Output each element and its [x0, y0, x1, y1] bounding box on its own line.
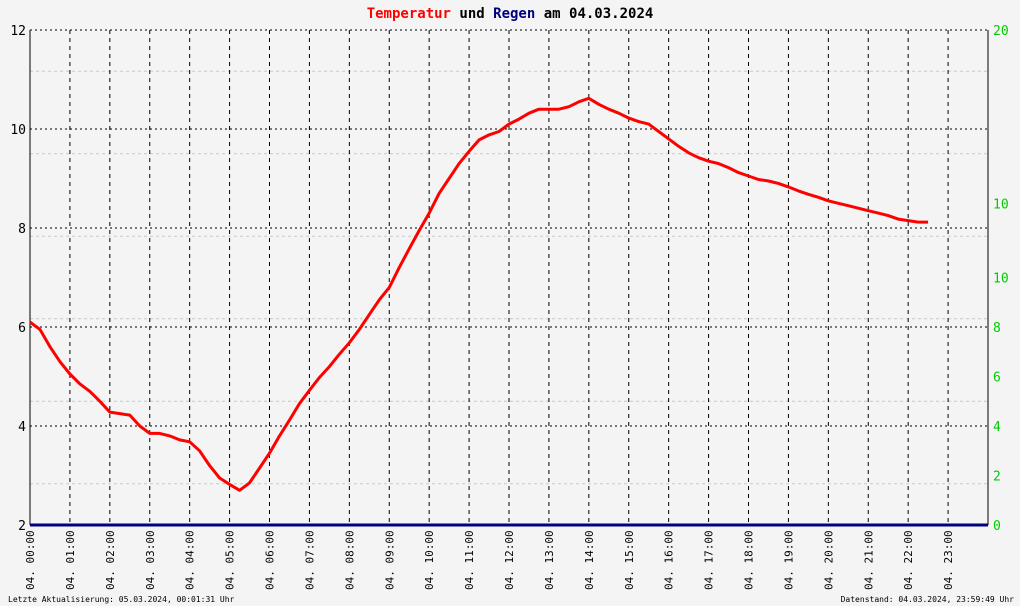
right-tick-label: 2: [993, 470, 1001, 485]
x-tick-label: 04. 03:00: [144, 530, 157, 590]
right-tick-label: 0: [993, 519, 1001, 534]
left-tick-label: 6: [18, 321, 26, 336]
right-tick-label: 4: [993, 420, 1001, 435]
x-tick-label: 04. 12:00: [503, 530, 516, 590]
right-tick-label: 10: [993, 272, 1009, 287]
x-tick-label: 04. 18:00: [743, 530, 756, 590]
x-tick-label: 04. 20:00: [822, 530, 835, 590]
x-tick-label: 04. 08:00: [343, 530, 356, 590]
x-tick-label: 04. 09:00: [383, 530, 396, 590]
right-tick-label: 8: [993, 321, 1001, 336]
right-tick-label: 20: [993, 24, 1009, 39]
right-tick-label: 6: [993, 371, 1001, 386]
title-temperature: Temperatur: [367, 6, 451, 22]
x-tick-label: 04. 11:00: [463, 530, 476, 590]
right-axis-labels: 0 2 4 6 8 10 10 20: [993, 24, 1009, 534]
title-date: am 04.03.2024: [535, 6, 653, 22]
x-tick-label: 04. 15:00: [623, 530, 636, 590]
x-tick-label: 04. 00:00: [24, 530, 37, 590]
left-tick-label: 2: [18, 519, 26, 534]
chart-title: Temperatur und Regen am 04.03.2024: [367, 6, 654, 22]
x-tick-label: 04. 06:00: [264, 530, 277, 590]
x-tick-label: 04. 04:00: [184, 530, 197, 590]
x-tick-label: 04. 14:00: [583, 530, 596, 590]
x-tick-label: 04. 02:00: [104, 530, 117, 590]
footer-last-update: Letzte Aktualisierung: 05.03.2024, 00:01…: [8, 595, 235, 604]
left-tick-label: 10: [10, 123, 26, 138]
left-tick-label: 8: [18, 222, 26, 237]
x-tick-label: 04. 23:00: [942, 530, 955, 590]
grid: [29, 29, 989, 525]
temperature-line: [29, 96, 929, 492]
x-tick-label: 04. 16:00: [663, 530, 676, 590]
left-tick-label: 12: [10, 24, 26, 39]
x-axis-labels: 04. 00:00 04. 01:00 04. 02:00 04. 03:00 04. …: [24, 530, 955, 590]
title-and: und: [451, 6, 493, 22]
x-tick-label: 04. 01:00: [64, 530, 77, 590]
title-rain: Regen: [493, 6, 535, 22]
x-tick-label: 04. 19:00: [782, 530, 795, 590]
left-axis-labels: 2 4 6 8 10 12: [10, 24, 26, 534]
x-tick-label: 04. 22:00: [902, 530, 915, 590]
right-tick-label: 10: [993, 197, 1009, 212]
x-tick-label: 04. 21:00: [862, 530, 875, 590]
plot-area: [29, 96, 988, 527]
x-tick-label: 04. 07:00: [303, 530, 316, 590]
x-tick-label: 04. 13:00: [543, 530, 556, 590]
x-tick-label: 04. 17:00: [703, 530, 716, 590]
left-tick-label: 4: [18, 420, 26, 435]
x-tick-label: 04. 05:00: [224, 530, 237, 590]
footer-data-status: Datenstand: 04.03.2024, 23:59:49 Uhr: [841, 595, 1015, 604]
x-tick-label: 04. 10:00: [423, 530, 436, 590]
